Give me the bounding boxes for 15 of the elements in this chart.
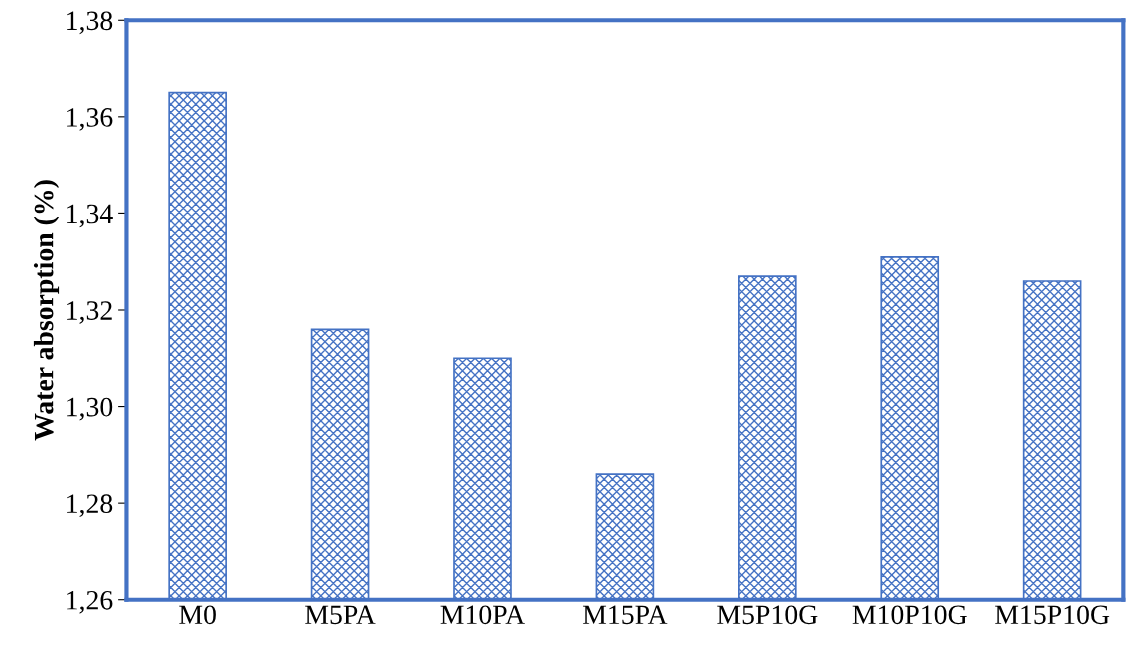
y-tick-label: 1,32 [67,301,112,324]
y-tick-label: 1,26 [67,590,113,614]
x-tick-label: M0 [179,605,216,625]
y-axis-title: Water absorption (%) [33,180,60,441]
x-tick-label: M5P10G [717,605,818,625]
y-tick-label: 1,30 [67,397,113,421]
x-tick-label: M10PA [440,605,526,625]
x-tick-label: M15PA [582,605,668,625]
y-tick-label: 1,38 [67,11,113,35]
y-tick-label: 1,34 [67,204,113,228]
x-tick-label: M15P10G [995,605,1110,625]
y-tick-label: 1,28 [67,494,113,518]
x-tick-label: M5PA [305,605,376,625]
x-tick-label: M10P10G [852,605,967,625]
y-tick-label: 1,36 [67,108,113,131]
